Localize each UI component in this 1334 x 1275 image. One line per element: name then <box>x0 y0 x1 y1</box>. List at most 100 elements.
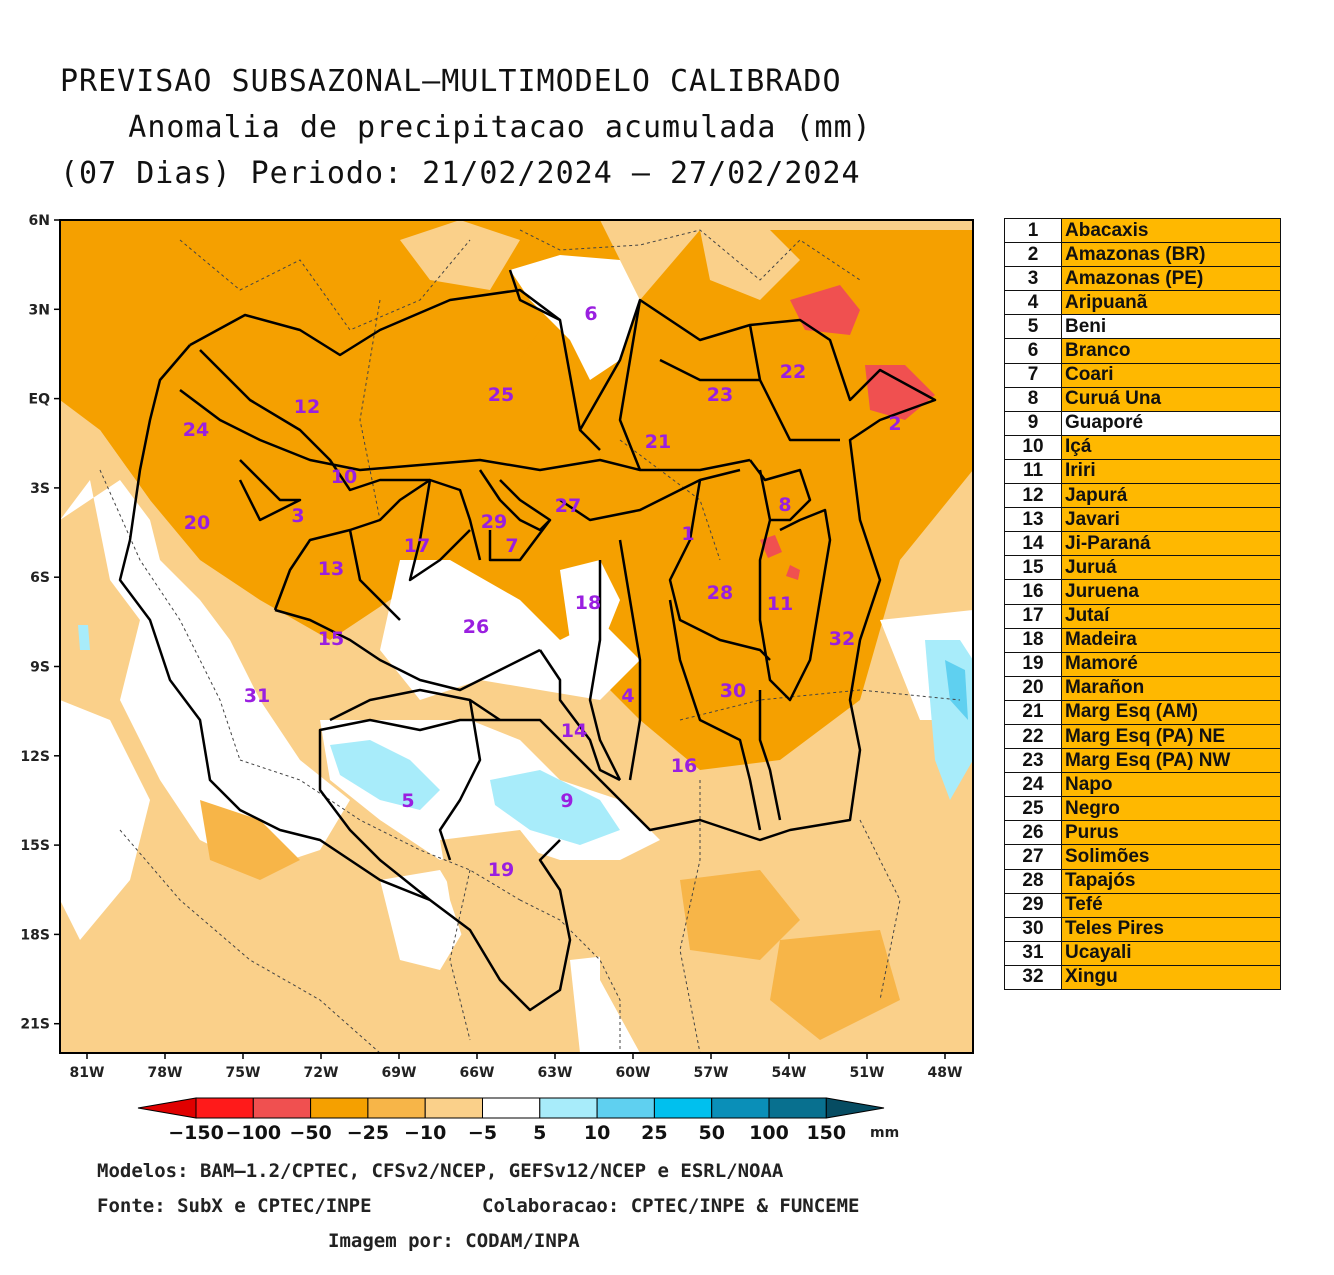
basin-number-label: 27 <box>555 495 581 517</box>
anomaly-shading <box>60 220 973 1053</box>
basin-number-label: 17 <box>404 535 430 557</box>
legend-basin-name: Teles Pires <box>1061 916 1281 942</box>
legend-basin-name: Içá <box>1061 434 1281 460</box>
legend-row: 8 Curuá Una <box>1004 386 1281 412</box>
basin-number-label: 2 <box>888 413 901 435</box>
basin-outlines <box>118 269 937 1012</box>
x-tick-label: 51W <box>850 1065 885 1081</box>
legend-basin-name: Solimões <box>1061 844 1281 870</box>
legend-number: 16 <box>1004 579 1062 605</box>
basin-number-label: 31 <box>244 685 270 707</box>
legend-basin-name: Mamoré <box>1061 651 1281 677</box>
legend-row: 31 Ucayali <box>1004 940 1281 966</box>
map-frame <box>59 219 974 1054</box>
legend-row: 15 Juruá <box>1004 555 1281 581</box>
legend-row: 29 Tefé <box>1004 892 1281 918</box>
basin-number-label: 24 <box>183 419 209 441</box>
x-tick-label: 81W <box>70 1065 105 1081</box>
legend-basin-name: Xingu <box>1061 964 1281 991</box>
legend-basin-name: Beni <box>1061 314 1281 340</box>
legend-number: 13 <box>1004 507 1062 533</box>
basin-number-label: 20 <box>184 512 210 534</box>
x-tick-label: 69W <box>382 1065 417 1081</box>
basin-number-label: 14 <box>561 720 587 742</box>
footer-collab: Colaboracao: CPTEC/INPE & FUNCEME <box>482 1195 860 1217</box>
title-line-1: PREVISAO SUBSAZONAL—MULTIMODELO CALIBRAD… <box>60 64 842 99</box>
y-tick-label: 3S <box>30 481 50 497</box>
legend-basin-name: Coari <box>1061 362 1281 388</box>
legend-number: 6 <box>1004 338 1062 364</box>
legend-number: 11 <box>1004 458 1062 485</box>
legend-row: 28 Tapajós <box>1004 868 1281 894</box>
legend-row: 6 Branco <box>1004 338 1281 364</box>
legend-row: 10 Içá <box>1004 434 1281 460</box>
basin-number-label: 23 <box>707 384 733 406</box>
legend-row: 25 Negro <box>1004 796 1281 822</box>
basin-number-label: 25 <box>488 384 514 406</box>
legend-row: 11 Iriri <box>1004 458 1281 485</box>
legend-number: 4 <box>1004 290 1062 316</box>
legend-number: 17 <box>1004 603 1062 629</box>
legend-number: 25 <box>1004 796 1062 822</box>
x-tick-label: 57W <box>694 1065 729 1081</box>
legend-row: 32 Xingu <box>1004 964 1281 991</box>
legend-basin-name: Marg Esq (AM) <box>1061 699 1281 725</box>
legend-basin-name: Tapajós <box>1061 868 1281 894</box>
footer-source: Fonte: SubX e CPTEC/INPE <box>97 1195 372 1217</box>
basin-number-label: 26 <box>463 616 489 638</box>
y-tick-label: 15S <box>20 838 50 854</box>
legend-number: 30 <box>1004 916 1062 942</box>
legend-row: 5 Beni <box>1004 314 1281 340</box>
legend-number: 21 <box>1004 699 1062 725</box>
legend-basin-name: Aripuanã <box>1061 290 1281 316</box>
legend-basin-name: Madeira <box>1061 627 1281 653</box>
legend-basin-name: Purus <box>1061 820 1281 846</box>
basin-number-label: 3 <box>291 505 304 527</box>
basin-number-label: 32 <box>829 628 855 650</box>
legend-basin-name: Curuá Una <box>1061 386 1281 412</box>
legend-basin-name: Iriri <box>1061 458 1281 485</box>
legend-basin-name: Tefé <box>1061 892 1281 918</box>
y-tick-label: 21S <box>20 1017 50 1033</box>
legend-basin-name: Marañon <box>1061 675 1281 701</box>
legend-number: 14 <box>1004 531 1062 557</box>
basin-number-label: 13 <box>318 558 344 580</box>
legend-basin-name: Amazonas (BR) <box>1061 242 1281 268</box>
basin-number-label: 4 <box>621 685 634 707</box>
legend-number: 19 <box>1004 651 1062 677</box>
legend-row: 1 Abacaxis <box>1004 217 1281 244</box>
legend-basin-name: Marg Esq (PA) NE <box>1061 723 1281 750</box>
y-tick-label: 6S <box>30 570 50 586</box>
legend-number: 28 <box>1004 868 1062 894</box>
x-tick-label: 48W <box>928 1065 963 1081</box>
legend-number: 10 <box>1004 434 1062 460</box>
basin-legend-table: 1 Abacaxis 2 Amazonas (BR) 3 Amazonas (PE) 4 Ar… <box>1004 217 1281 991</box>
legend-number: 9 <box>1004 410 1062 436</box>
legend-row: 27 Solimões <box>1004 844 1281 870</box>
basin-number-label: 28 <box>707 582 733 604</box>
basin-number-label: 11 <box>767 593 793 615</box>
legend-basin-name: Napo <box>1061 772 1281 798</box>
legend-row: 9 Guaporé <box>1004 410 1281 436</box>
legend-row: 30 Teles Pires <box>1004 916 1281 942</box>
legend-row: 18 Madeira <box>1004 627 1281 653</box>
x-tick-label: 75W <box>226 1065 261 1081</box>
basin-number-label: 6 <box>584 303 597 325</box>
basin-number-label: 18 <box>575 592 601 614</box>
legend-row: 22 Marg Esq (PA) NE <box>1004 723 1281 750</box>
legend-basin-name: Ji-Paraná <box>1061 531 1281 557</box>
y-tick-label: 3N <box>29 302 50 318</box>
y-tick-label: EQ <box>29 392 51 408</box>
basin-number-label: 12 <box>294 396 320 418</box>
title-line-3: (07 Dias) Periodo: 21/02/2024 — 27/02/20… <box>60 156 861 191</box>
y-tick-label: 9S <box>30 660 50 676</box>
basin-number-label: 21 <box>645 431 671 453</box>
basin-number-label: 1 <box>681 523 694 545</box>
legend-basin-name: Branco <box>1061 338 1281 364</box>
legend-row: 3 Amazonas (PE) <box>1004 266 1281 292</box>
basin-number-label: 29 <box>481 511 507 533</box>
y-tick-label: 18S <box>20 927 50 943</box>
legend-number: 26 <box>1004 820 1062 846</box>
